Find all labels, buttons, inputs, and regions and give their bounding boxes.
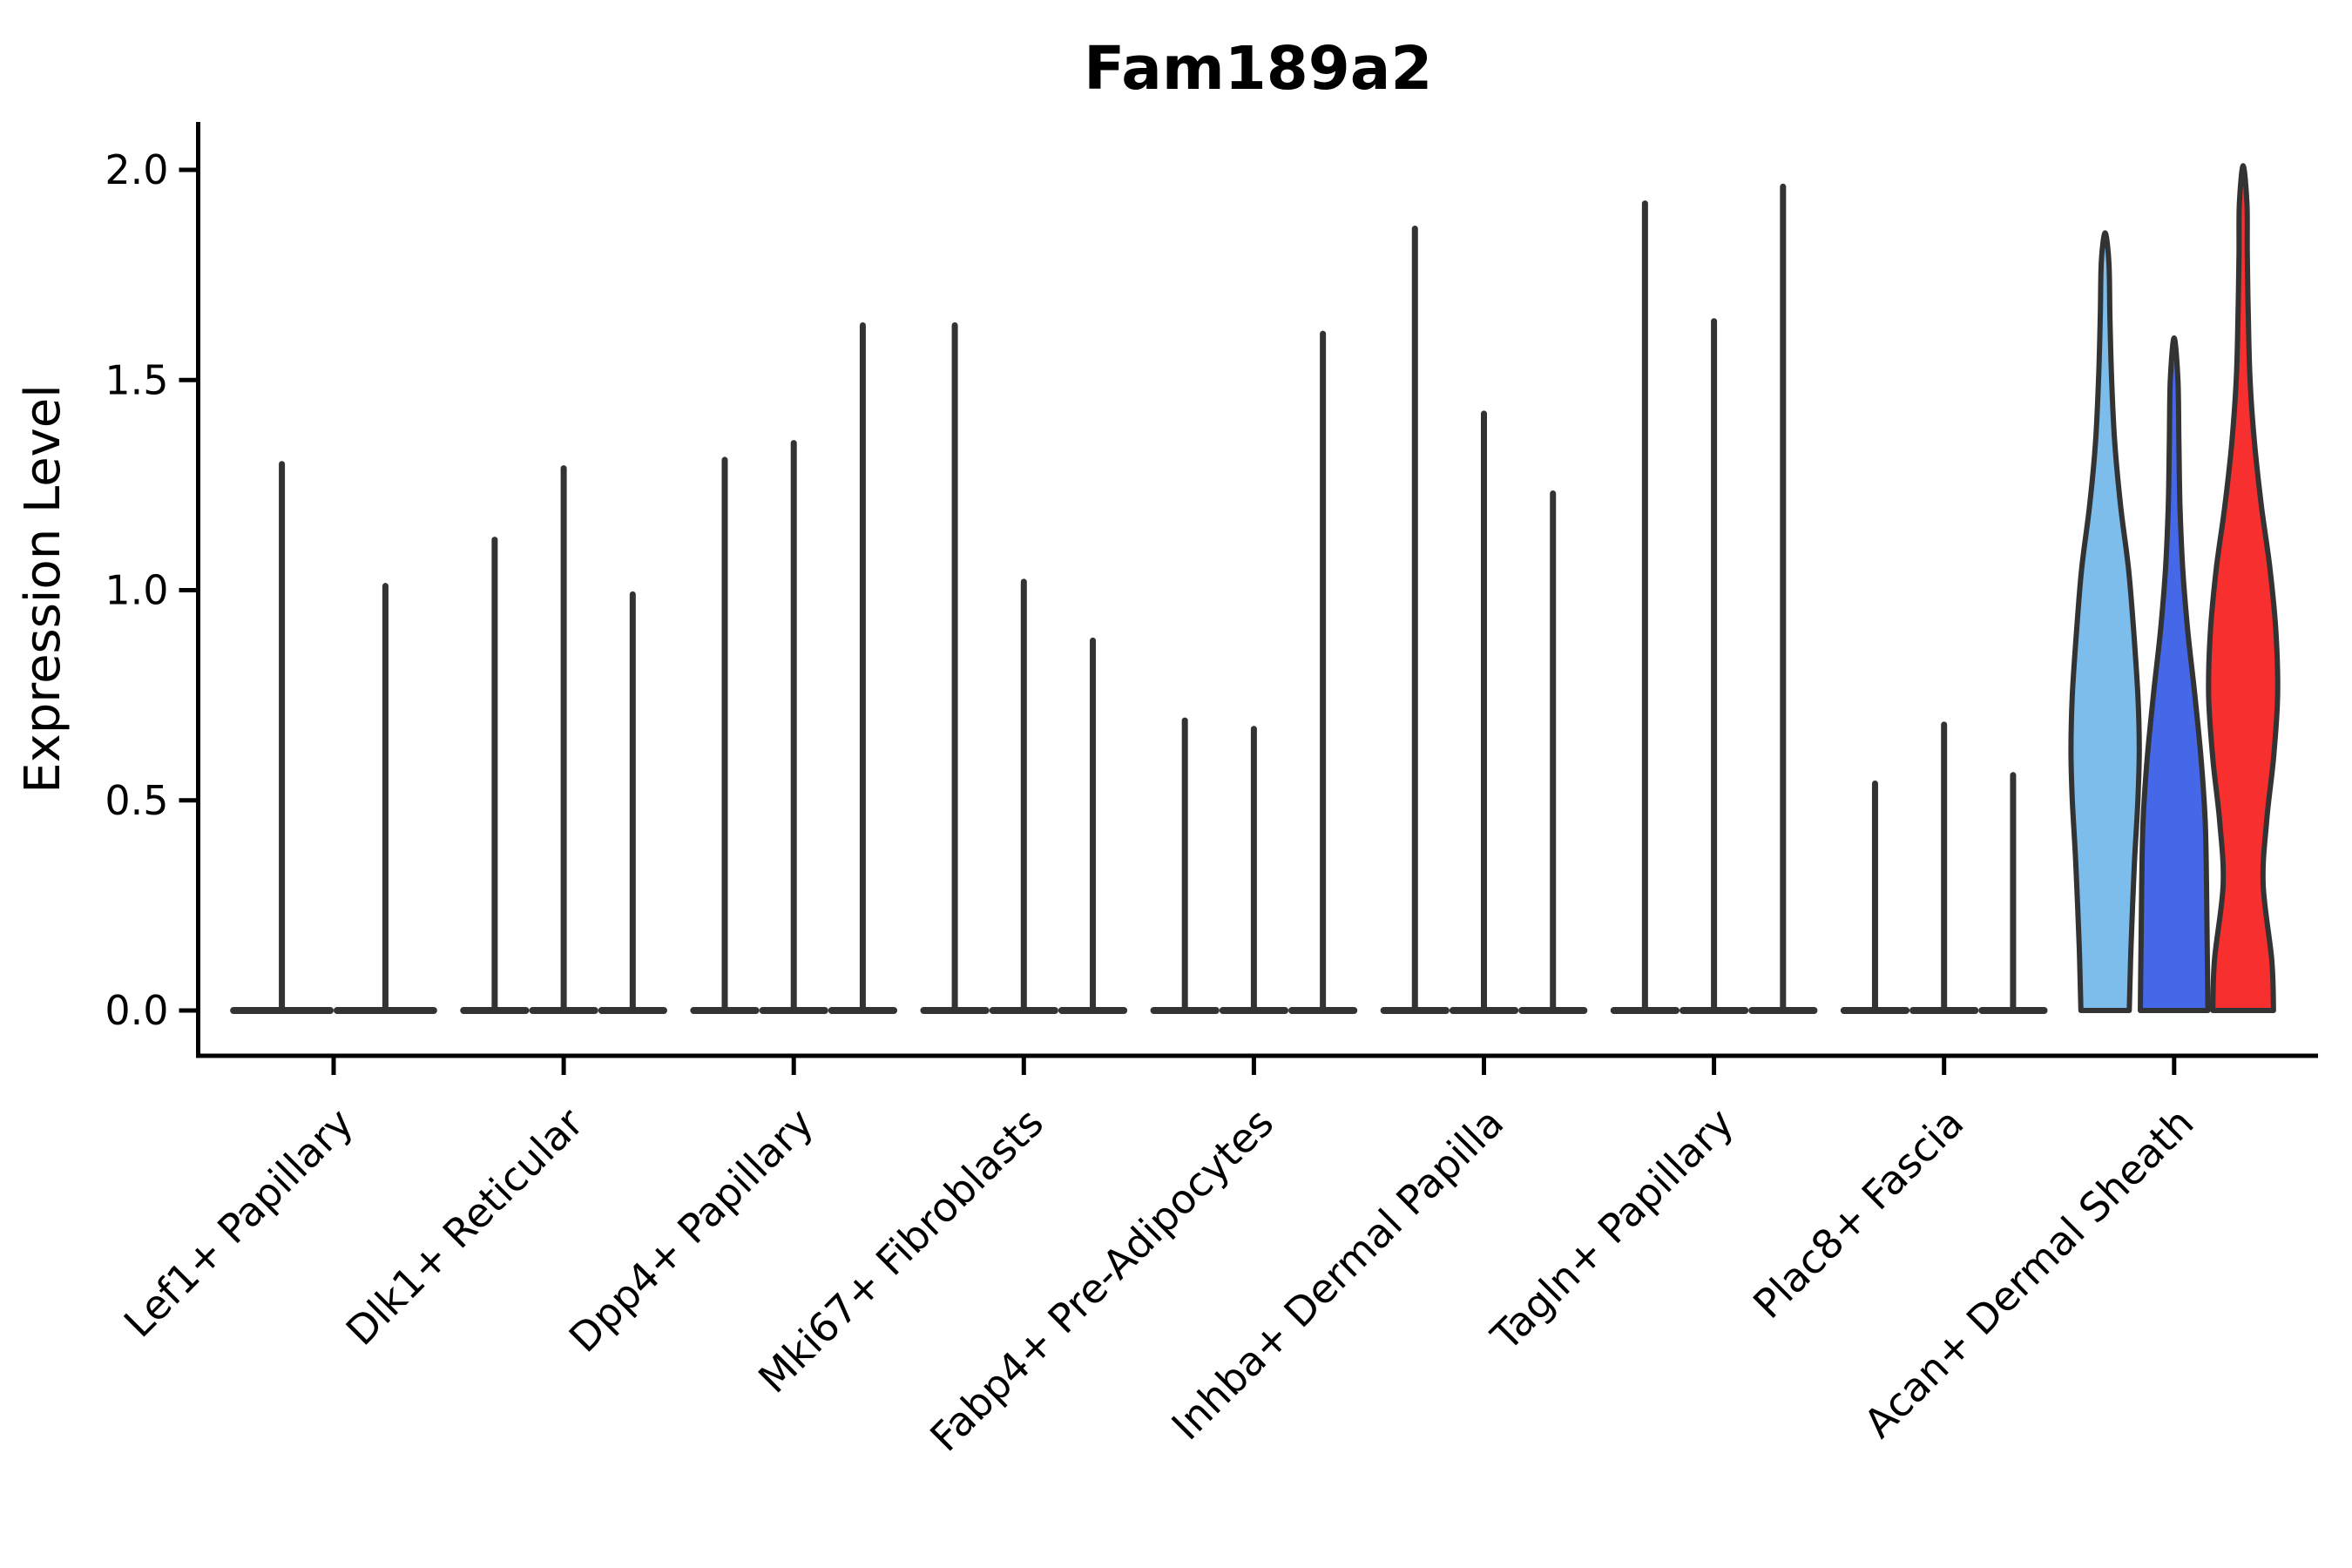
y-tick-label: 1.0: [105, 567, 168, 614]
violin-filled-cat9-g2: [2138, 335, 2211, 1013]
y-axis-label: Expression Level: [15, 384, 71, 794]
y-tick-label: 1.5: [105, 356, 168, 403]
y-tick-label: 2.0: [105, 146, 168, 193]
chart-title: Fam189a2: [1084, 34, 1432, 104]
y-tick-label: 0.0: [105, 987, 168, 1034]
y-tick-label: 0.5: [105, 777, 168, 824]
violin-filled-cat9-g1: [2068, 230, 2142, 1013]
violin-filled-cat9-g3: [2206, 163, 2281, 1013]
